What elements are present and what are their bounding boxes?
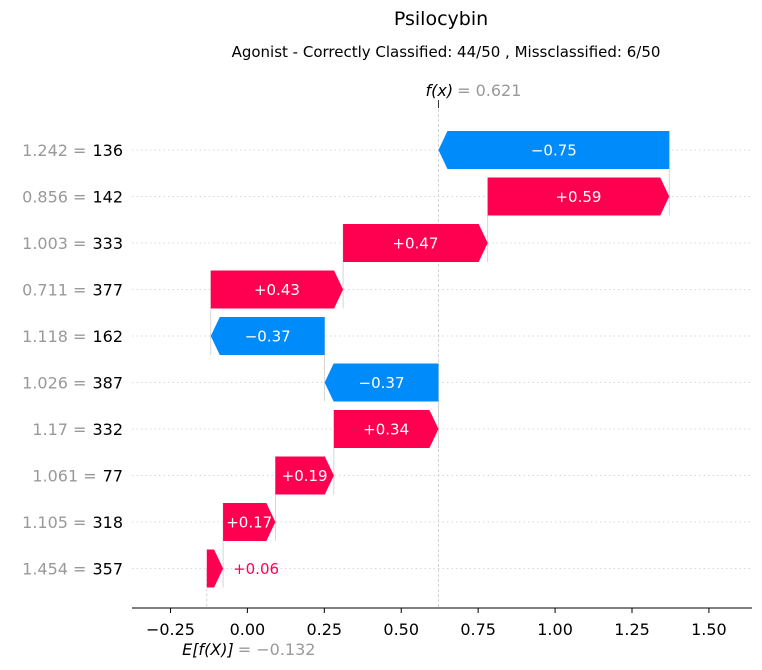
bar-387 <box>324 363 439 402</box>
x-tick-label: 0.00 <box>230 620 266 639</box>
bar-label-136: −0.75 <box>531 142 577 160</box>
x-tick-label: −0.25 <box>146 620 195 639</box>
x-axis: −0.25 0.00 0.25 0.50 0.75 1.00 1.25 1.50 <box>132 607 752 639</box>
feature-name: 332 <box>92 420 123 439</box>
feature-value: 1.061 = <box>32 467 96 486</box>
feature-value: 0.711 = <box>22 281 86 300</box>
chart-title: Psilocybin <box>394 8 488 30</box>
feature-value: 1.17 = <box>32 420 86 439</box>
bar-318 <box>223 503 276 541</box>
x-tick-label: 1.50 <box>691 620 727 639</box>
feature-label-357: 1.454 = 357 <box>22 560 123 579</box>
feature-label-387: 1.026 = 387 <box>22 374 123 393</box>
feature-name: 387 <box>92 374 123 393</box>
bar-136 <box>438 131 670 169</box>
bar-label-332: +0.34 <box>363 421 409 439</box>
feature-value: 1.242 = <box>22 141 86 160</box>
feature-name: 357 <box>92 560 123 579</box>
feature-label-377: 0.711 = 377 <box>22 281 123 300</box>
bar-label-377: +0.43 <box>254 281 300 299</box>
x-tick-label: 0.50 <box>383 620 419 639</box>
x-tick-label: 0.25 <box>306 620 342 639</box>
fx-label: f(x) = 0.621 <box>426 81 522 100</box>
chart-subtitle: Agonist - Correctly Classified: 44/50 , … <box>232 43 661 61</box>
feature-label-333: 1.003 = 333 <box>22 234 123 253</box>
base-annotation: E[f(X)] = −0.132 <box>182 640 315 659</box>
bar-label-142: +0.59 <box>555 188 601 206</box>
feature-name: 142 <box>92 188 123 207</box>
feature-label-332: 1.17 = 332 <box>32 420 123 439</box>
feature-label-318: 1.105 = 318 <box>22 513 123 532</box>
bar-142 <box>487 177 670 216</box>
feature-name: 318 <box>92 513 123 532</box>
bar-label-387: −0.37 <box>359 374 405 392</box>
bars: −0.75 +0.59 +0.47 +0.43 −0.37 −0.37 +0.34 +0.19… <box>206 131 670 588</box>
feature-label-136: 1.242 = 136 <box>22 141 123 160</box>
feature-name: 77 <box>103 467 123 486</box>
feature-label-77: 1.061 = 77 <box>32 467 123 486</box>
feature-label-162: 1.118 = 162 <box>22 327 123 346</box>
bar-77 <box>275 456 334 495</box>
fx-annotation: f(x) = 0.621 <box>426 81 522 108</box>
feature-value: 1.454 = <box>22 560 86 579</box>
feature-value: 1.003 = <box>22 234 86 253</box>
feature-name: 136 <box>92 141 123 160</box>
feature-name: 377 <box>92 281 123 300</box>
x-tick-label: 1.00 <box>537 620 573 639</box>
x-tick-label: 0.75 <box>460 620 496 639</box>
fx-symbol: f(x) <box>426 81 454 100</box>
bar-357 <box>206 549 224 588</box>
feature-name: 333 <box>92 234 123 253</box>
feature-value: 1.118 = <box>22 327 86 346</box>
bar-377 <box>210 270 344 309</box>
bar-label-318: +0.17 <box>226 514 272 532</box>
base-value: = −0.132 <box>238 640 316 659</box>
bar-label-162: −0.37 <box>245 328 291 346</box>
base-value-label: E[f(X)] = −0.132 <box>182 640 315 659</box>
bar-label-333: +0.47 <box>392 235 438 253</box>
bar-162 <box>210 317 325 355</box>
bar-label-357: +0.06 <box>233 560 279 578</box>
feature-label-142: 0.856 = 142 <box>22 188 123 207</box>
feature-name: 162 <box>92 327 123 346</box>
bar-label-77: +0.19 <box>282 467 328 485</box>
feature-value: 1.105 = <box>22 513 86 532</box>
base-symbol: E[f(X)] <box>182 640 234 659</box>
bar-333 <box>343 224 488 262</box>
feature-value: 1.026 = <box>22 374 86 393</box>
x-tick-label: 1.25 <box>614 620 650 639</box>
feature-value: 0.856 = <box>22 188 86 207</box>
bar-332 <box>333 410 439 448</box>
feature-labels: 1.242 = 136 0.856 = 142 1.003 = 333 0.711 = 377… <box>22 141 123 579</box>
fx-value: = 0.621 <box>457 81 521 100</box>
